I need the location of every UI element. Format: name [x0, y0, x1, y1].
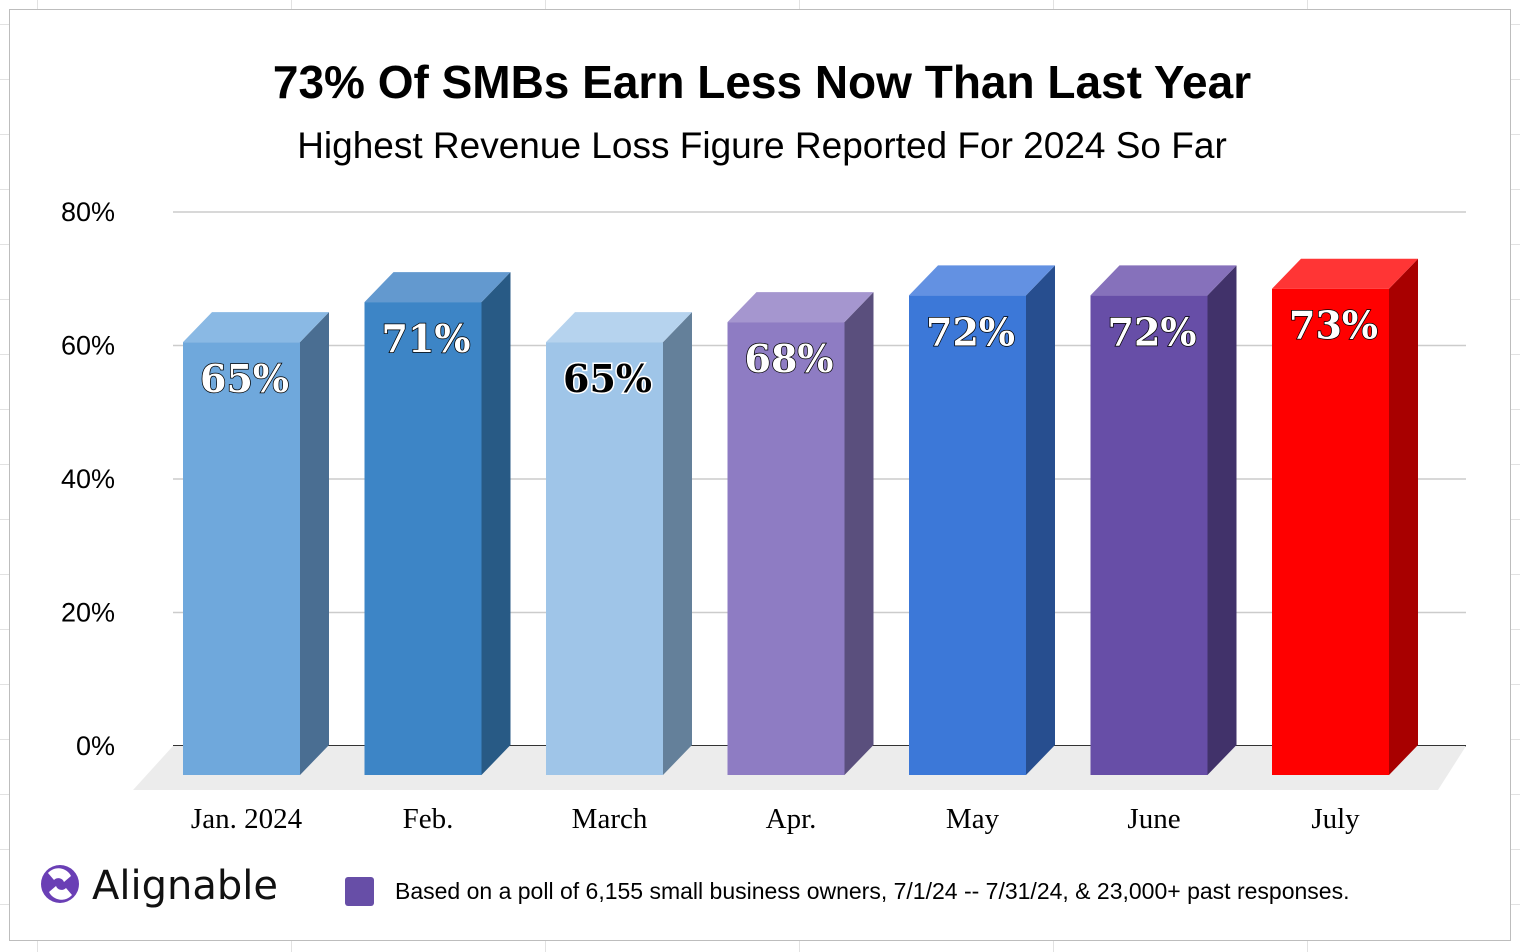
- bar-side: [481, 272, 511, 775]
- bar-side: [663, 312, 692, 775]
- bar: 73%: [1272, 258, 1418, 776]
- data-label: 72%: [1108, 309, 1197, 354]
- x-tick-label: July: [1311, 803, 1360, 835]
- data-label: 71%: [382, 316, 471, 361]
- bar-side: [300, 312, 329, 775]
- bar-side: [1026, 265, 1055, 775]
- bar: 72%: [1090, 265, 1237, 775]
- bar-side: [1207, 265, 1237, 775]
- x-tick-label: March: [572, 803, 648, 835]
- y-tick-label: 80%: [61, 197, 115, 227]
- alignable-logo: Alignable: [41, 863, 278, 909]
- bar-top: [909, 265, 1055, 296]
- data-label: 65%: [200, 356, 289, 401]
- bar-front: [1090, 295, 1208, 775]
- bar: 72%: [909, 265, 1055, 775]
- bars: 65% 71% 65% 68% 72% 72% 73%: [183, 258, 1418, 776]
- y-tick-label: 20%: [61, 598, 115, 628]
- bar: 68%: [727, 292, 874, 775]
- data-label: 68%: [745, 336, 834, 381]
- bar-top: [727, 292, 874, 323]
- bar-front: [546, 342, 663, 775]
- bar-top: [1272, 258, 1418, 289]
- bar: 71%: [364, 272, 511, 775]
- bar-side: [1389, 258, 1418, 776]
- x-tick-label: Feb.: [403, 803, 454, 835]
- bar-front: [909, 295, 1026, 775]
- bar-front: [1272, 288, 1389, 775]
- alignable-logo-icon: [41, 865, 79, 903]
- bar-front: [364, 302, 482, 775]
- data-label: 65%: [563, 356, 652, 401]
- chart-subtitle: Highest Revenue Loss Figure Reported For…: [297, 125, 1227, 166]
- bar-side: [844, 292, 874, 775]
- bar-front: [183, 342, 300, 775]
- footnote: Based on a poll of 6,155 small business …: [395, 878, 1349, 904]
- bar-top: [183, 312, 329, 343]
- x-tick-label: Apr.: [766, 803, 817, 835]
- data-label: 72%: [926, 309, 1015, 354]
- bar-top: [546, 312, 692, 343]
- x-tick-label: Jan. 2024: [191, 803, 303, 835]
- x-tick-label: June: [1127, 803, 1180, 835]
- brand-name: Alignable: [92, 863, 278, 909]
- y-axis-ticks: 0% 20% 40% 60% 80%: [61, 197, 115, 761]
- x-tick-label: May: [946, 803, 1000, 835]
- bar: 65%: [183, 312, 329, 775]
- bar-top: [1090, 265, 1237, 296]
- bar-top: [364, 272, 511, 303]
- y-tick-label: 40%: [61, 464, 115, 494]
- legend-swatch: [345, 877, 374, 906]
- chart-title: 73% Of SMBs Earn Less Now Than Last Year: [273, 56, 1251, 108]
- y-tick-label: 60%: [61, 331, 115, 361]
- bar: 65%: [546, 312, 692, 775]
- y-tick-label: 0%: [76, 731, 115, 761]
- bar-front: [727, 322, 845, 775]
- data-label: 73%: [1289, 303, 1378, 348]
- x-axis-ticks: Jan. 2024 Feb. March Apr. May June July: [191, 803, 1360, 835]
